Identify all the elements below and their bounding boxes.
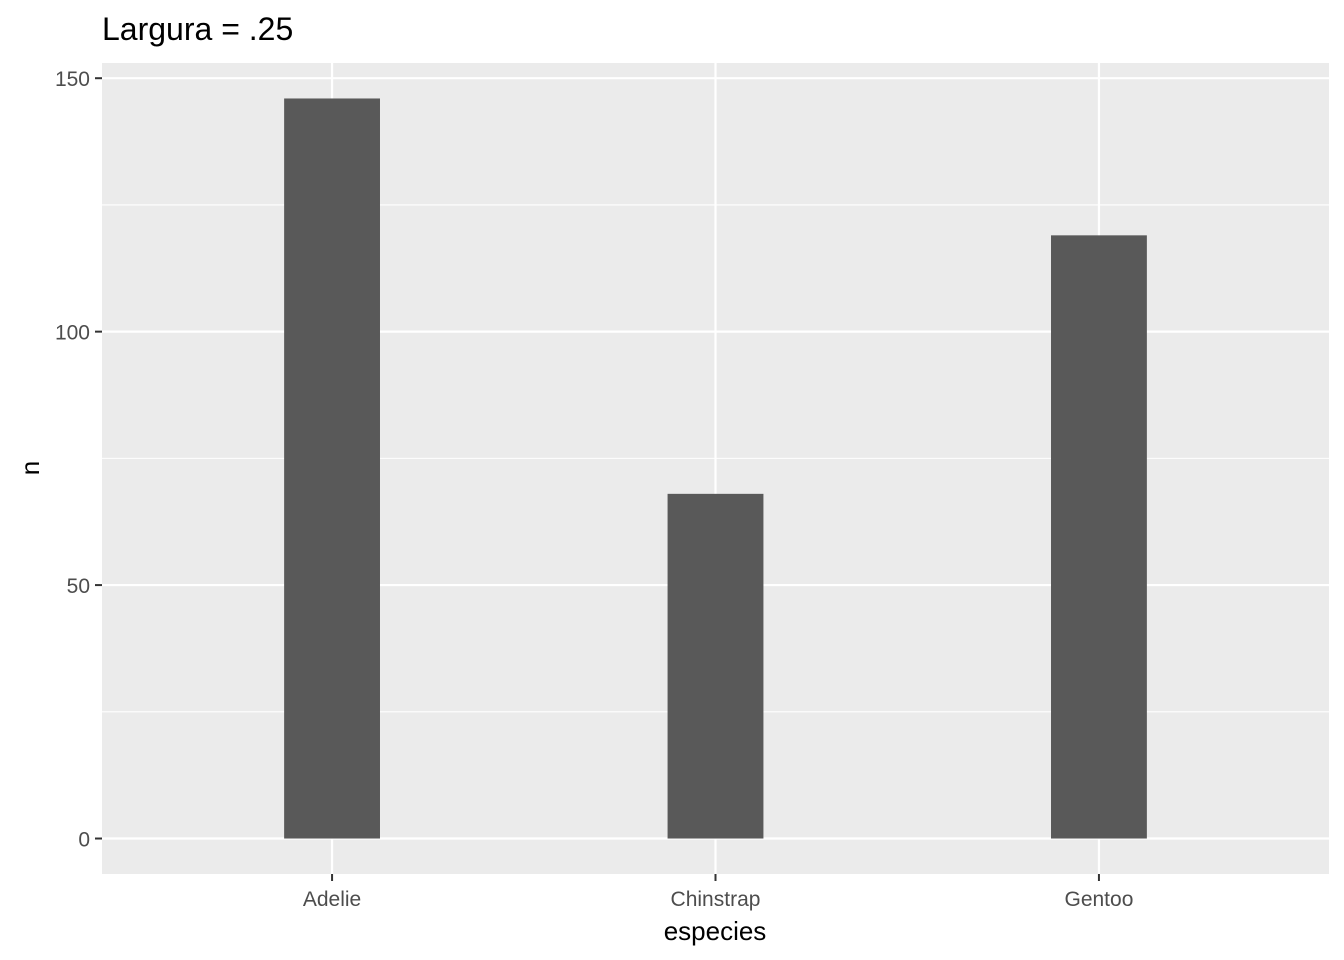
- y-axis: 0 50 100 150: [55, 68, 102, 852]
- chart-title: Largura = .25: [102, 11, 293, 47]
- x-tick-label: Adelie: [303, 888, 361, 911]
- x-axis: Adelie Chinstrap Gentoo: [303, 874, 1133, 911]
- bar-chinstrap: [667, 493, 764, 839]
- bar-adelie: [284, 98, 380, 839]
- y-tick-label: 0: [78, 829, 90, 852]
- y-tick-label: 150: [55, 68, 90, 91]
- x-axis-title: especies: [664, 916, 767, 946]
- x-tick-label: Gentoo: [1064, 888, 1133, 911]
- bar-gentoo: [1051, 235, 1147, 839]
- x-tick-label: Chinstrap: [671, 888, 761, 911]
- bars: [284, 98, 1147, 839]
- y-axis-title: n: [15, 461, 45, 475]
- y-tick-label: 100: [55, 322, 90, 345]
- y-tick-label: 50: [67, 575, 90, 598]
